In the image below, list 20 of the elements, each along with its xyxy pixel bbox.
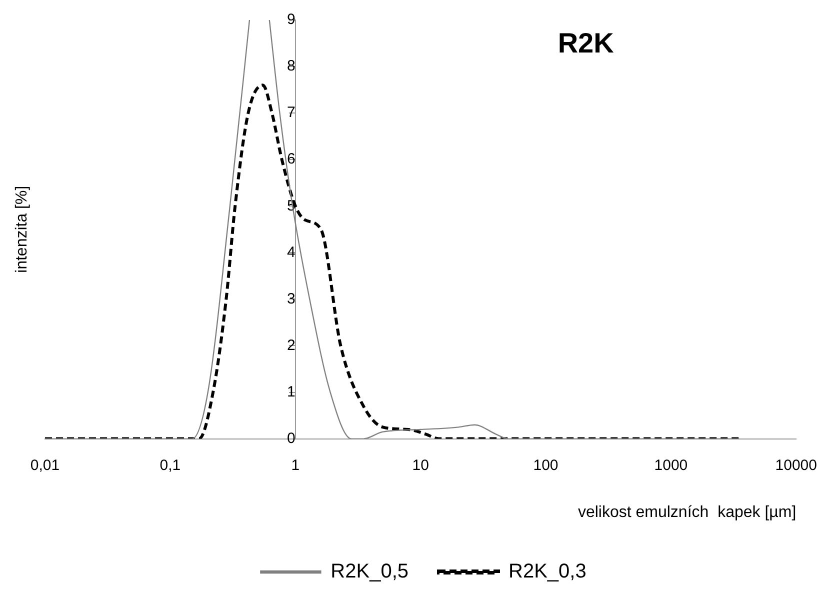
y-tick-label: 9	[287, 11, 296, 28]
y-tick-label: 1	[287, 383, 296, 400]
x-tick-label: 1000	[654, 456, 688, 474]
x-axis-title: velikost emulzních kapek [µm]	[578, 504, 796, 521]
x-tick-label: 10000	[775, 456, 818, 474]
chart-title: R2K	[558, 28, 614, 59]
legend-label: R2K_0,5	[330, 560, 409, 583]
y-tick-label: 3	[287, 290, 296, 308]
y-tick-label: 0	[287, 430, 296, 447]
x-tick-label: 10	[412, 456, 429, 474]
x-tick-label: 100	[533, 456, 558, 474]
y-tick-label: 7	[287, 104, 296, 122]
x-tick-label: 0,1	[160, 456, 181, 474]
legend-label: R2K_0,3	[508, 560, 586, 583]
x-tick-label: 0,01	[30, 456, 60, 474]
y-axis-title: intenzita [%]	[13, 186, 30, 273]
y-tick-label: 6	[287, 150, 296, 168]
y-tick-label: 8	[287, 58, 296, 75]
y-tick-label: 2	[287, 336, 296, 354]
y-tick-label: 4	[287, 244, 296, 261]
